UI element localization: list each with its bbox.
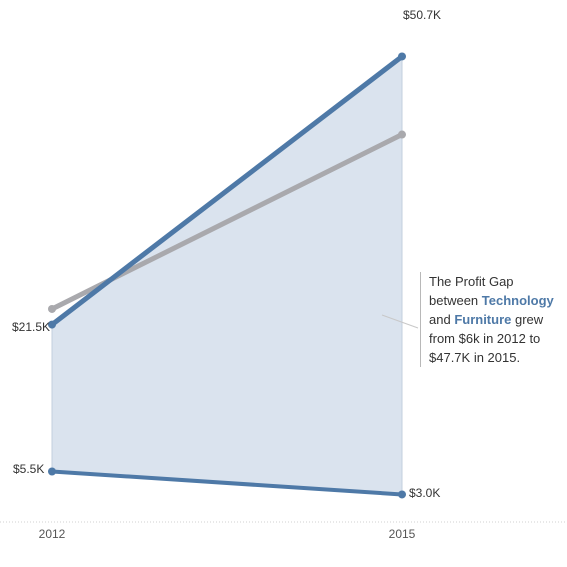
point-furniture-2015[interactable] <box>398 490 406 499</box>
series-line-technology <box>49 53 405 328</box>
x-tick-2012: 2012 <box>39 527 66 541</box>
label-technology-2012: $21.5K <box>12 320 50 334</box>
point-furniture-2012[interactable] <box>48 467 56 476</box>
label-furniture-2012: $5.5K <box>13 462 44 476</box>
x-tick-2015: 2015 <box>389 527 416 541</box>
annotation-line-2: between Technology <box>429 291 567 310</box>
annotation-furniture: Furniture <box>454 312 512 327</box>
annotation-line-1: The Profit Gap <box>429 274 514 289</box>
annotation-line-4: from $6k in 2012 to <box>429 331 541 346</box>
label-furniture-2015: $3.0K <box>409 486 440 500</box>
annotation-technology: Technology <box>481 293 554 308</box>
annotation-between: between <box>429 293 482 308</box>
point-technology-2015[interactable] <box>398 52 406 61</box>
annotation-and: and <box>429 312 455 327</box>
profit-gap-area <box>51 55 403 495</box>
point-other-2012[interactable] <box>48 304 56 313</box>
label-technology-2015: $50.7K <box>403 8 441 22</box>
annotation-line-5: $47.7K in 2015. <box>429 350 521 365</box>
point-technology-2012[interactable] <box>48 320 56 329</box>
profit-gap-annotation: The Profit Gap between Technology and Fu… <box>420 272 567 367</box>
annotation-grew: grew <box>511 312 544 327</box>
point-other-2015[interactable] <box>398 130 406 139</box>
annotation-leader-line <box>381 314 419 329</box>
annotation-line-3: and Furniture grew <box>429 310 567 329</box>
series-line-furniture <box>50 469 404 497</box>
